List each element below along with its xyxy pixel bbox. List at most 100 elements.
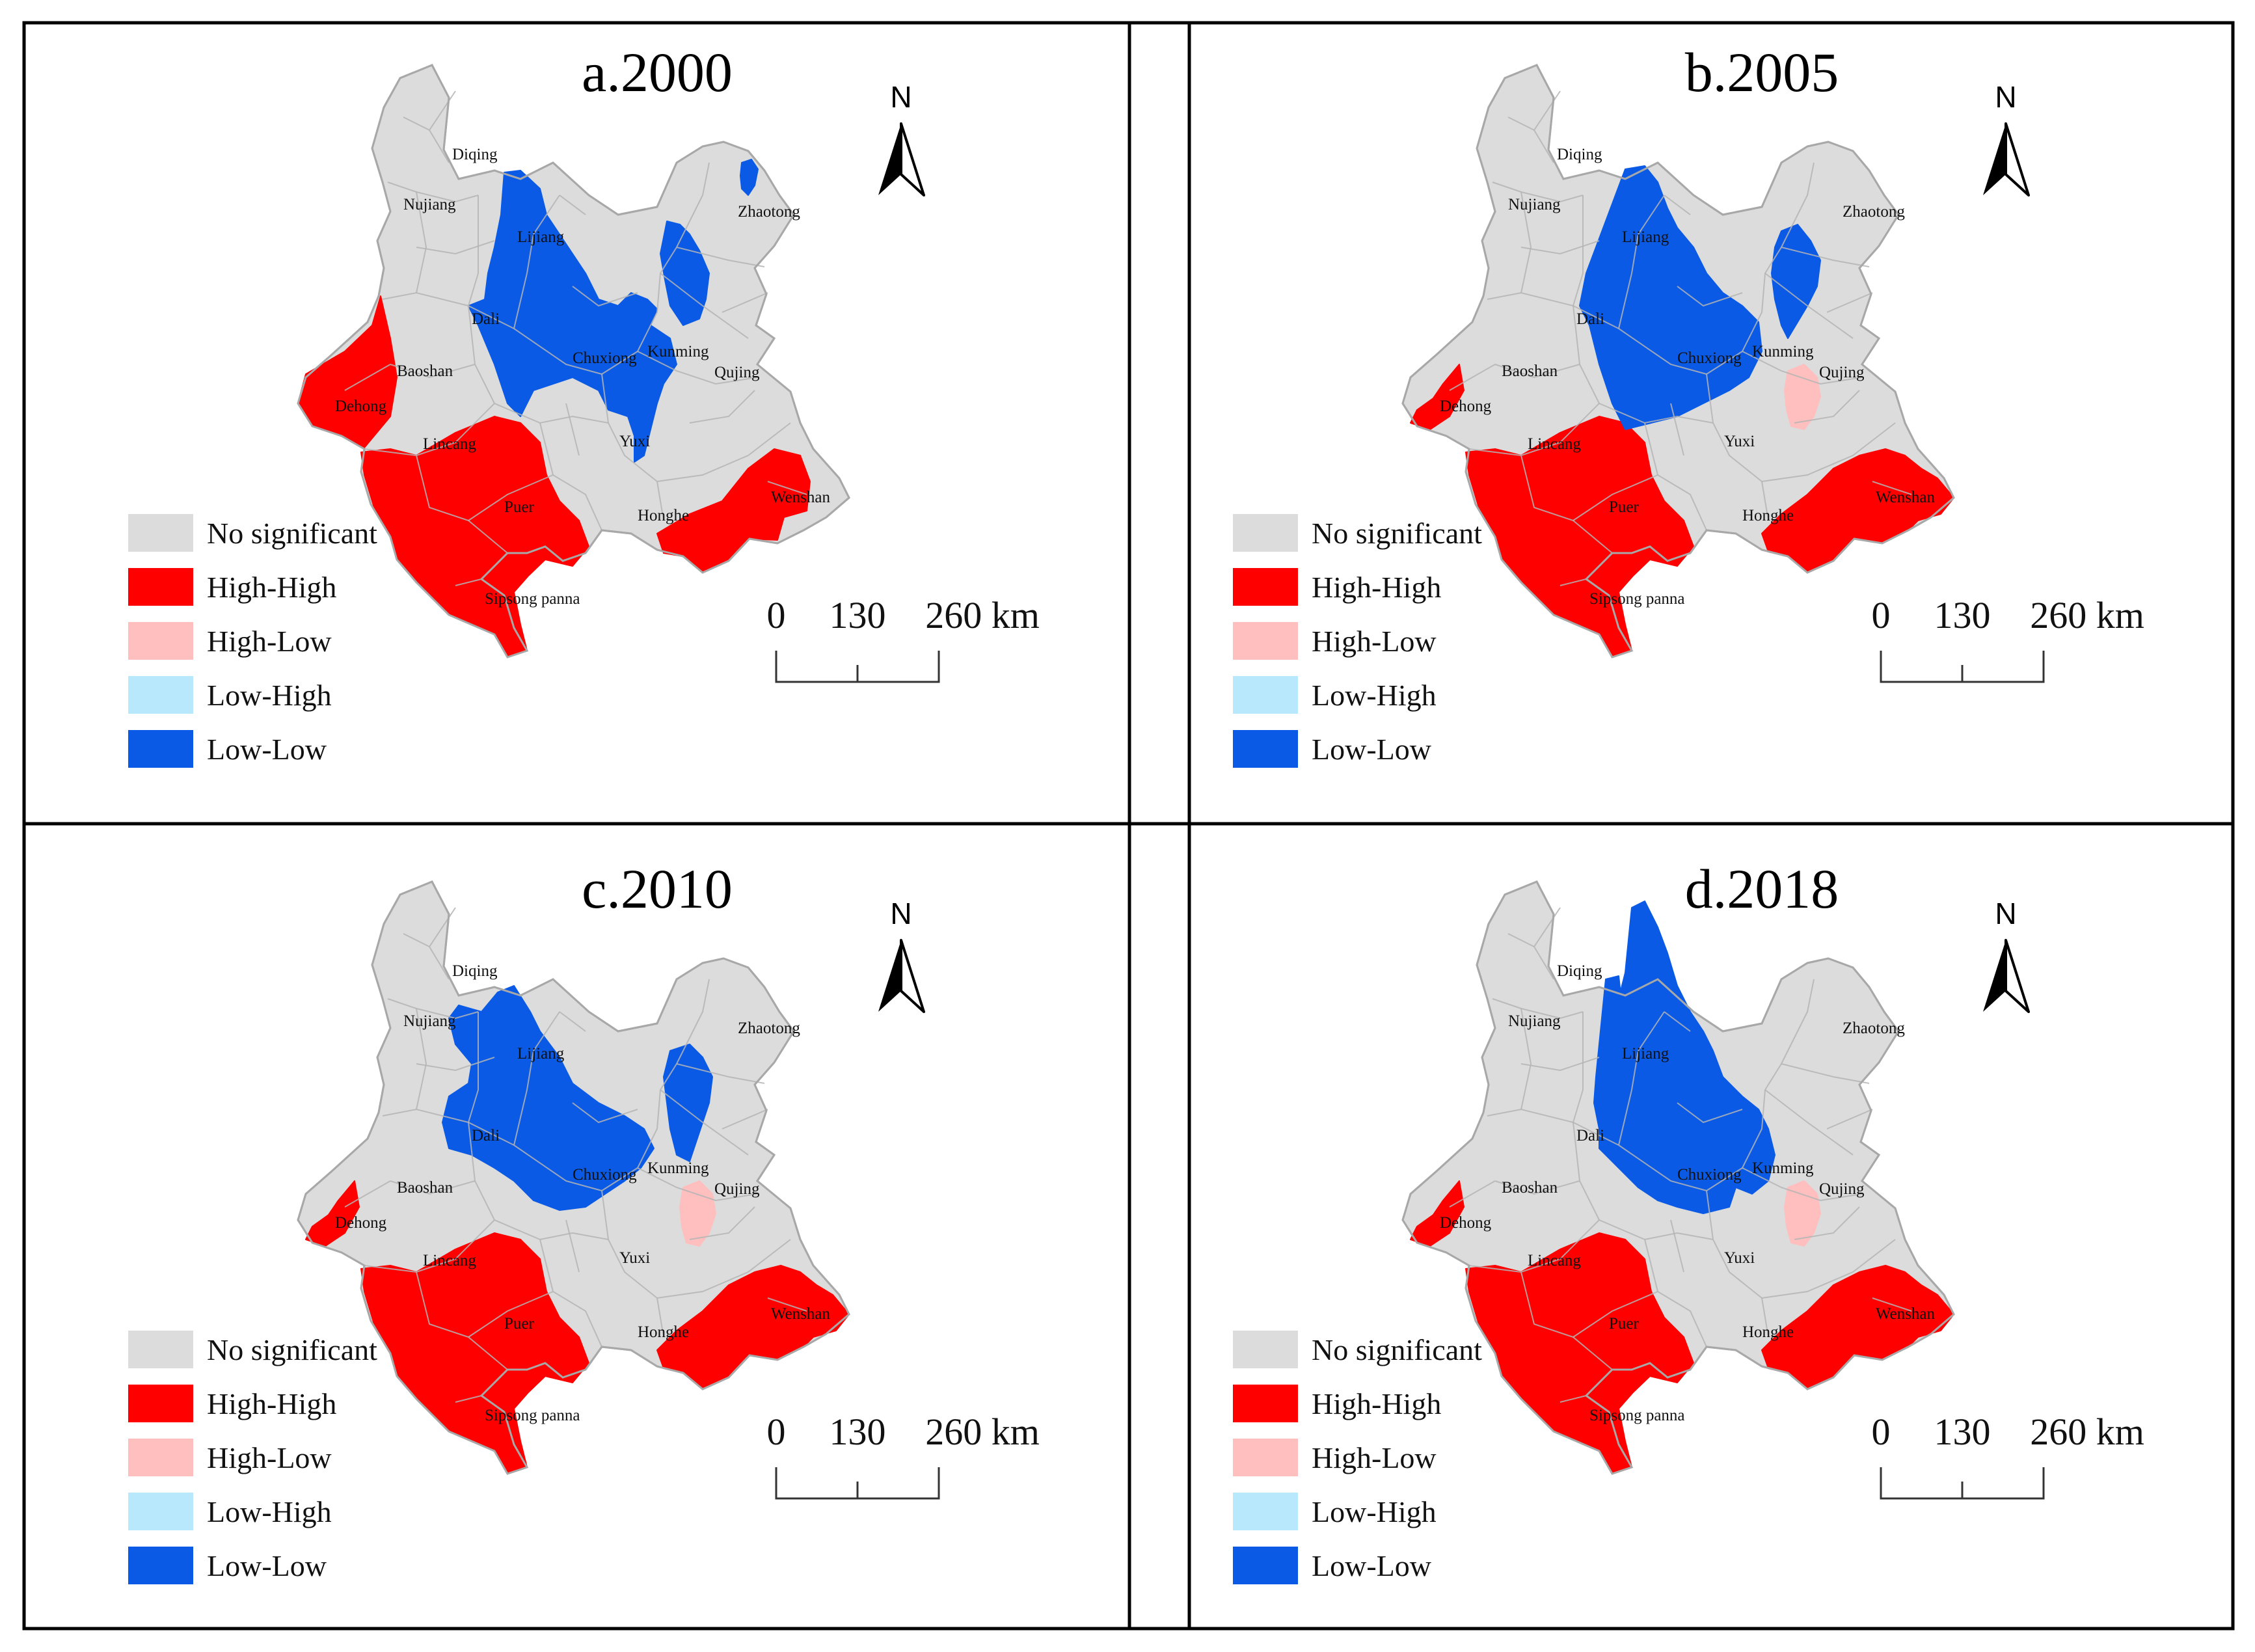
- city-label-lijiang: Lijiang: [1622, 1045, 1669, 1063]
- legend-label-low-low: Low-Low: [1312, 733, 1432, 766]
- north-arrow-icon: N: [878, 897, 925, 1013]
- map-panel-4: Diqing Nujiang Lijiang Zhaotong Dali Baoshan D…: [1233, 858, 2144, 1584]
- city-label-diqing: Diqing: [1557, 962, 1602, 980]
- city-label-baoshan: Baoshan: [1502, 1179, 1558, 1197]
- scale-bar: 0 130 260 km: [1872, 594, 2144, 683]
- legend-label-high-low: High-Low: [207, 625, 332, 658]
- city-label-wenshan: Wenshan: [771, 489, 831, 506]
- legend-swatch-high-high: [1233, 1385, 1298, 1422]
- cluster-high-high-region: [1410, 1180, 1465, 1247]
- legend-swatch-no-significant: [128, 1331, 193, 1368]
- city-label-honghe: Honghe: [1742, 1323, 1794, 1341]
- panel-title: a.2000: [582, 41, 733, 103]
- province-outline: [1401, 880, 1955, 1475]
- city-label-diqing: Diqing: [1557, 146, 1602, 163]
- city-label-kunming: Kunming: [647, 1159, 709, 1177]
- scale-label: 0: [1872, 1411, 1891, 1453]
- legend-swatch-low-low: [128, 1547, 193, 1584]
- city-label-nujiang: Nujiang: [1508, 1012, 1561, 1030]
- city-label-xishuangbanna: Sipsong panna: [1589, 1407, 1685, 1424]
- north-arrow-icon: N: [878, 80, 925, 196]
- city-label-lincang: Lincang: [423, 435, 476, 453]
- panel-title: c.2010: [582, 858, 733, 920]
- city-label-dehong: Dehong: [335, 1214, 387, 1232]
- legend-label-low-low: Low-Low: [1312, 1549, 1432, 1582]
- svg-text:N: N: [1995, 80, 2016, 114]
- city-label-chuxiong: Chuxiong: [1677, 349, 1742, 367]
- city-label-xishuangbanna: Sipsong panna: [1589, 590, 1685, 608]
- city-label-dehong: Dehong: [1440, 1214, 1492, 1232]
- map-panel-2: Diqing Nujiang Lijiang Zhaotong Dali Baoshan D…: [1233, 41, 2144, 768]
- legend-swatch-low-high: [1233, 676, 1298, 714]
- scale-label: 130: [830, 594, 886, 636]
- scale-bar: 0 130 260 km: [767, 1411, 1040, 1500]
- city-label-lincang: Lincang: [1528, 1252, 1581, 1269]
- city-label-baoshan: Baoshan: [397, 362, 453, 380]
- city-label-nujiang: Nujiang: [403, 1012, 456, 1030]
- scale-label: 0: [767, 594, 786, 636]
- cluster-low-low-region: [468, 170, 677, 463]
- legend-label-low-low: Low-Low: [207, 733, 327, 766]
- svg-text:N: N: [1995, 897, 2016, 930]
- city-label-yuxi: Yuxi: [1724, 433, 1755, 450]
- city-label-puer: Puer: [504, 498, 535, 516]
- city-label-puer: Puer: [1609, 498, 1640, 516]
- city-label-yuxi: Yuxi: [1724, 1249, 1755, 1267]
- city-label-xishuangbanna: Sipsong panna: [485, 1407, 580, 1424]
- city-label-honghe: Honghe: [638, 507, 689, 524]
- legend-swatch-high-high: [128, 568, 193, 606]
- legend-label-high-high: High-High: [1312, 1387, 1441, 1420]
- city-label-wenshan: Wenshan: [1876, 1305, 1936, 1323]
- cluster-low-low-region: [740, 159, 759, 196]
- city-label-wenshan: Wenshan: [1876, 489, 1936, 506]
- north-arrow-icon: N: [1983, 80, 2030, 196]
- legend-swatch-high-low: [128, 1439, 193, 1476]
- city-label-kunming: Kunming: [1752, 1159, 1814, 1177]
- cluster-low-low-region: [1579, 165, 1762, 430]
- municipal-boundaries: [1449, 90, 1912, 586]
- city-label-qujing: Qujing: [1819, 1180, 1865, 1198]
- legend-swatch-low-low: [1233, 730, 1298, 768]
- municipal-boundaries: [344, 90, 807, 586]
- city-label-lijiang: Lijiang: [517, 228, 565, 246]
- legend-swatch-low-low: [128, 730, 193, 768]
- map-panel-1: Diqing Nujiang Lijiang Zhaotong Dali Baoshan D…: [128, 41, 1040, 768]
- city-label-lincang: Lincang: [1528, 435, 1581, 453]
- city-label-chuxiong: Chuxiong: [1677, 1166, 1742, 1184]
- province-outline: [297, 64, 850, 658]
- municipal-boundaries: [1449, 907, 1912, 1403]
- city-label-zhaotong: Zhaotong: [738, 1020, 800, 1037]
- legend-label-no-significant: No significant: [207, 517, 377, 550]
- city-label-qujing: Qujing: [1819, 364, 1865, 381]
- city-label-dehong: Dehong: [1440, 398, 1492, 415]
- city-label-nujiang: Nujiang: [403, 196, 456, 213]
- scale-label: 260 km: [925, 594, 1040, 636]
- city-label-lijiang: Lijiang: [517, 1045, 565, 1063]
- cluster-low-low-region: [1771, 224, 1821, 339]
- legend: No significant High-High High-Low Low-High L…: [128, 1331, 377, 1584]
- city-label-puer: Puer: [1609, 1315, 1640, 1333]
- legend-swatch-low-high: [1233, 1493, 1298, 1530]
- legend-label-no-significant: No significant: [1312, 517, 1482, 550]
- province-outline: [1401, 64, 1955, 658]
- city-label-zhaotong: Zhaotong: [1843, 203, 1905, 221]
- scale-bar: 0 130 260 km: [1872, 1411, 2144, 1500]
- legend-label-high-high: High-High: [207, 571, 336, 604]
- legend: No significant High-High High-Low Low-High L…: [1233, 514, 1482, 768]
- legend-swatch-low-low: [1233, 1547, 1298, 1584]
- north-arrow-icon: N: [1983, 897, 2030, 1013]
- legend-label-high-low: High-Low: [1312, 1441, 1437, 1474]
- city-label-diqing: Diqing: [452, 146, 498, 163]
- legend-swatch-no-significant: [1233, 514, 1298, 552]
- city-label-qujing: Qujing: [714, 1180, 760, 1198]
- scale-label: 130: [830, 1411, 886, 1453]
- legend-label-high-low: High-Low: [1312, 625, 1437, 658]
- legend-swatch-low-high: [128, 676, 193, 714]
- city-label-dali: Dali: [472, 310, 500, 328]
- city-label-yuxi: Yuxi: [619, 1249, 650, 1267]
- city-label-chuxiong: Chuxiong: [573, 1166, 637, 1184]
- city-label-zhaotong: Zhaotong: [1843, 1020, 1905, 1037]
- city-label-yuxi: Yuxi: [619, 433, 650, 450]
- legend-swatch-no-significant: [128, 514, 193, 552]
